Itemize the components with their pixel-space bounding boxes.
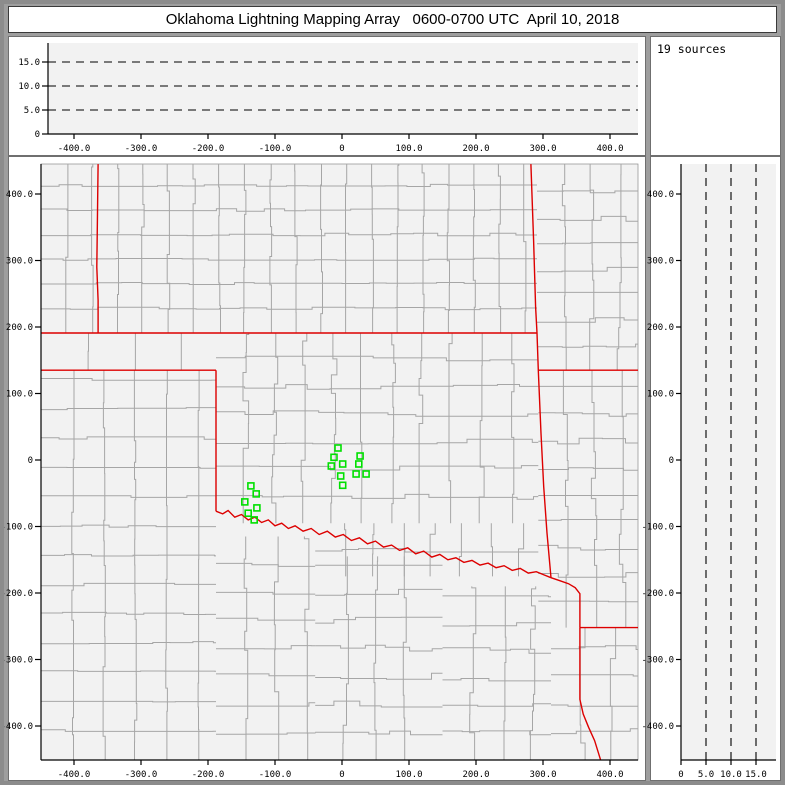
svg-text:200.0: 200.0 xyxy=(647,323,674,333)
svg-text:-300.0: -300.0 xyxy=(125,770,158,780)
source-marker xyxy=(362,470,370,478)
altitude-northsouth-plot[interactable]: 400.0 300.0 200.0 100.0 0 -100.0 -200.0 -300.0 -… xyxy=(641,157,782,782)
svg-text:400.0: 400.0 xyxy=(6,190,33,200)
source-marker xyxy=(336,472,345,480)
svg-text:0: 0 xyxy=(339,770,344,780)
topplot-tick-labels: 0 5.0 10.0 15.0 -400.0 -300.0 -200.0 -100.0 0 100… xyxy=(18,58,623,154)
state-border-southeast-south xyxy=(579,627,602,760)
svg-text:-400.0: -400.0 xyxy=(58,144,91,154)
svg-text:-300.0: -300.0 xyxy=(125,144,158,154)
svg-text:-200.0: -200.0 xyxy=(192,770,225,780)
svg-text:15.0: 15.0 xyxy=(18,58,40,68)
window-title: Oklahoma Lightning Mapping Array 0600-07… xyxy=(8,6,777,33)
svg-text:5.0: 5.0 xyxy=(24,106,40,116)
state-border-colorado-kansas-vertical xyxy=(96,164,99,333)
altitude-dashed-gridlines xyxy=(48,61,638,111)
rightplot-background xyxy=(681,164,776,760)
source-marker xyxy=(247,482,255,490)
source-marker xyxy=(356,452,364,460)
svg-text:-100.0: -100.0 xyxy=(0,523,33,533)
plan-view-map-plot[interactable]: 400.0 300.0 200.0 100.0 0 -100.0 -200.0 -300.0 -… xyxy=(4,157,647,782)
svg-text:5.0: 5.0 xyxy=(698,770,714,780)
source-marker xyxy=(241,498,249,506)
svg-text:0: 0 xyxy=(339,144,344,154)
sources-count-panel: 19 sources xyxy=(650,36,781,156)
rightplot-axes xyxy=(680,164,776,761)
svg-text:-100.0: -100.0 xyxy=(259,770,292,780)
svg-text:-400.0: -400.0 xyxy=(0,722,33,732)
svg-text:0: 0 xyxy=(669,456,674,466)
svg-text:400.0: 400.0 xyxy=(596,770,623,780)
svg-text:-300.0: -300.0 xyxy=(0,656,33,666)
svg-text:-300.0: -300.0 xyxy=(641,656,674,666)
county-lines xyxy=(41,164,638,760)
altitude-vs-eastwest-panel: 0 5.0 10.0 15.0 -400.0 -300.0 -200.0 -100.0 0 100… xyxy=(8,36,646,156)
state-border-red-river xyxy=(215,509,552,579)
topplot-axes xyxy=(47,43,638,135)
source-marker xyxy=(327,462,336,470)
svg-text:0: 0 xyxy=(678,770,683,780)
svg-text:-200.0: -200.0 xyxy=(641,589,674,599)
altitude-eastwest-plot[interactable]: 0 5.0 10.0 15.0 -400.0 -300.0 -200.0 -100.0 0 100… xyxy=(9,37,647,157)
svg-text:200.0: 200.0 xyxy=(462,770,489,780)
svg-text:15.0: 15.0 xyxy=(745,770,767,780)
state-border-southeast-jog xyxy=(550,577,581,628)
rightplot-tick-labels: 400.0 300.0 200.0 100.0 0 -100.0 -200.0 -300.0 -… xyxy=(641,190,766,780)
svg-text:0: 0 xyxy=(28,456,33,466)
svg-text:10.0: 10.0 xyxy=(18,82,40,92)
source-markers xyxy=(241,444,370,524)
plan-view-panel: 400.0 300.0 200.0 100.0 0 -100.0 -200.0 -300.0 -… xyxy=(4,156,647,782)
svg-text:400.0: 400.0 xyxy=(596,144,623,154)
topplot-background xyxy=(48,43,638,134)
altitude-vs-northsouth-panel: 400.0 300.0 200.0 100.0 0 -100.0 -200.0 -300.0 -… xyxy=(641,156,782,782)
svg-text:100.0: 100.0 xyxy=(395,144,422,154)
altitude-dashed-gridlines xyxy=(705,164,757,760)
sources-count-label: 19 sources xyxy=(657,42,727,56)
svg-text:10.0: 10.0 xyxy=(720,770,742,780)
svg-text:300.0: 300.0 xyxy=(529,770,556,780)
svg-text:100.0: 100.0 xyxy=(647,390,674,400)
source-marker xyxy=(252,490,260,498)
svg-text:200.0: 200.0 xyxy=(6,323,33,333)
svg-text:300.0: 300.0 xyxy=(6,257,33,267)
svg-text:-100.0: -100.0 xyxy=(641,523,674,533)
svg-text:-400.0: -400.0 xyxy=(58,770,91,780)
svg-text:200.0: 200.0 xyxy=(462,144,489,154)
svg-text:300.0: 300.0 xyxy=(647,257,674,267)
svg-text:100.0: 100.0 xyxy=(6,390,33,400)
source-marker xyxy=(352,470,360,478)
source-marker xyxy=(354,460,363,468)
svg-text:-100.0: -100.0 xyxy=(259,144,292,154)
svg-text:400.0: 400.0 xyxy=(647,190,674,200)
source-marker xyxy=(338,481,347,490)
svg-text:-200.0: -200.0 xyxy=(0,589,33,599)
state-borders xyxy=(41,164,638,760)
svg-text:0: 0 xyxy=(35,130,40,140)
source-marker xyxy=(244,509,252,518)
svg-text:-200.0: -200.0 xyxy=(192,144,225,154)
map-tick-labels: 400.0 300.0 200.0 100.0 0 -100.0 -200.0 -300.0 -… xyxy=(0,190,624,780)
source-marker xyxy=(338,460,347,468)
source-marker xyxy=(334,444,342,452)
svg-text:100.0: 100.0 xyxy=(395,770,422,780)
source-marker xyxy=(330,453,338,462)
svg-text:300.0: 300.0 xyxy=(529,144,556,154)
source-marker xyxy=(250,516,258,524)
svg-text:-400.0: -400.0 xyxy=(641,722,674,732)
source-marker xyxy=(253,504,261,512)
